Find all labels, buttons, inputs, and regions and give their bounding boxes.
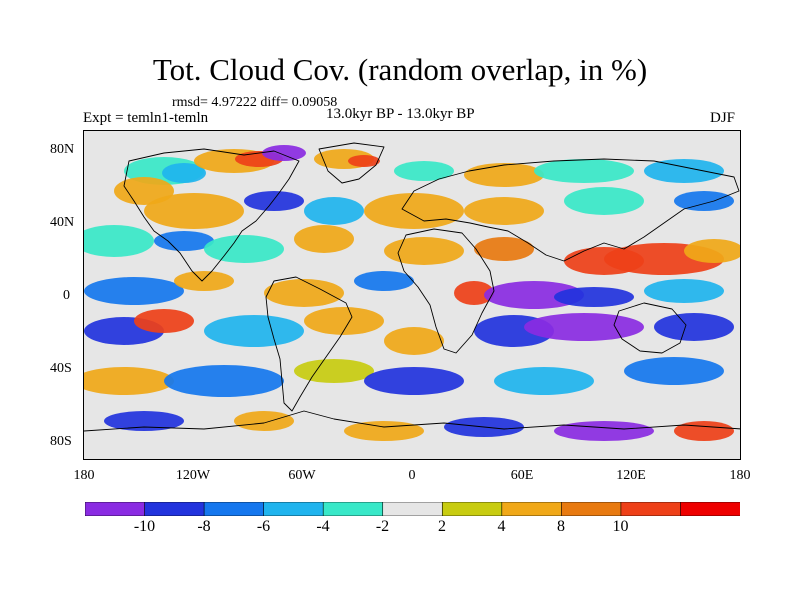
lon-label-60e: 60E xyxy=(510,468,534,483)
colorbar-segment xyxy=(501,502,563,516)
anomaly-patch xyxy=(344,421,424,441)
anomaly-patch xyxy=(524,313,644,341)
colorbar-segment xyxy=(680,502,740,516)
colorbar-label: -6 xyxy=(256,518,271,535)
anomaly-patch xyxy=(84,225,154,257)
coastlines xyxy=(84,142,740,432)
anomaly-patch xyxy=(162,163,206,183)
anomaly-patch xyxy=(364,193,464,229)
anomaly-patch xyxy=(294,225,354,253)
anomaly-patch xyxy=(554,287,634,307)
anomaly-patch xyxy=(244,191,304,211)
period-label: 13.0kyr BP - 13.0kyr BP xyxy=(326,106,475,122)
lon-label-60w: 60W xyxy=(288,468,316,483)
australia-coast xyxy=(613,302,687,354)
anomaly-patch xyxy=(114,177,174,205)
anomaly-fields xyxy=(84,145,740,441)
anomaly-patch xyxy=(394,161,454,181)
lat-label-80s: 80S xyxy=(50,434,72,449)
anomaly-patch xyxy=(84,367,174,395)
anomaly-patch xyxy=(654,313,734,341)
cloud-cover-map xyxy=(84,131,740,459)
season-label: DJF xyxy=(710,110,736,126)
experiment-label: Expt = temln1-temln xyxy=(83,110,209,126)
anomaly-patch xyxy=(234,411,294,431)
anomaly-patch xyxy=(534,159,634,183)
lat-label-40s: 40S xyxy=(50,361,72,376)
anomaly-patch xyxy=(464,197,544,225)
colorbar-label: -2 xyxy=(375,518,390,535)
africa-coast xyxy=(397,228,495,354)
lat-label-equator: 0 xyxy=(63,288,70,303)
colorbar-segment xyxy=(441,502,503,516)
colorbar-label: 2 xyxy=(438,518,446,535)
anomaly-patch xyxy=(644,279,724,303)
colorbar-segment xyxy=(382,502,444,516)
anomaly-patch xyxy=(554,421,654,441)
colorbar-segment xyxy=(85,502,146,516)
anomaly-patch xyxy=(464,163,544,187)
lon-label-120w: 120W xyxy=(175,468,211,483)
north-america-coast xyxy=(123,148,300,282)
anomaly-patch xyxy=(264,279,344,307)
anomaly-patch xyxy=(174,271,234,291)
anomaly-patch xyxy=(384,237,464,265)
lon-label-180w: 180 xyxy=(73,468,95,483)
europe-asia-coast xyxy=(401,158,740,262)
anomaly-patch xyxy=(384,327,444,355)
anomaly-patch xyxy=(304,197,364,225)
colorbar-segment xyxy=(203,502,265,516)
colorbar-segment xyxy=(263,502,324,516)
lat-label-80n: 80N xyxy=(50,142,75,157)
colorbar-segment xyxy=(620,502,682,516)
lon-label-120e: 120E xyxy=(616,468,646,483)
colorbar-segment xyxy=(561,502,622,516)
anomaly-patch xyxy=(494,367,594,395)
anomaly-patch xyxy=(84,277,184,305)
colorbar-label: -4 xyxy=(316,518,330,535)
lon-label-180e: 180 xyxy=(729,468,751,483)
greenland-coast xyxy=(318,142,385,184)
map-panel xyxy=(83,130,741,460)
anomaly-patch xyxy=(364,367,464,395)
anomaly-patch xyxy=(474,237,534,261)
lon-label-0: 0 xyxy=(408,468,416,483)
lat-label-40n: 40N xyxy=(50,215,75,230)
anomaly-patch xyxy=(262,145,306,161)
anomaly-patch xyxy=(204,315,304,347)
colorbar-label: 4 xyxy=(497,518,506,535)
colorbar-segment xyxy=(322,502,384,516)
anomaly-patch xyxy=(354,271,414,291)
anomaly-patch xyxy=(454,281,494,305)
map-title: Tot. Cloud Cov. (random overlap, in %) xyxy=(152,52,648,87)
stats-text: rmsd= 4.97222 diff= 0.09058 xyxy=(172,95,338,110)
colorbar-label: -10 xyxy=(133,518,156,535)
colorbar-label: 8 xyxy=(557,518,565,535)
colorbar-label: -8 xyxy=(197,518,211,535)
anomaly-patch xyxy=(134,309,194,333)
anomaly-patch xyxy=(204,235,284,263)
anomaly-patch xyxy=(674,421,734,441)
anomaly-patch xyxy=(348,155,380,167)
anomaly-patch xyxy=(644,159,724,183)
south-america-coast xyxy=(265,276,353,412)
anomaly-patch xyxy=(154,231,214,251)
anomaly-patch xyxy=(144,193,244,229)
anomaly-patch xyxy=(484,281,584,309)
anomaly-patch xyxy=(294,359,374,383)
antarctica-coast xyxy=(84,410,740,432)
colorbar-segment xyxy=(144,502,205,516)
anomaly-patch xyxy=(164,365,284,397)
anomaly-patch xyxy=(684,239,740,263)
anomaly-patch xyxy=(304,307,384,335)
anomaly-patch xyxy=(564,187,644,215)
anomaly-patch xyxy=(104,411,184,431)
colorbar-label: 10 xyxy=(612,518,629,535)
colorbar xyxy=(85,502,740,516)
anomaly-patch xyxy=(674,191,734,211)
anomaly-patch xyxy=(624,357,724,385)
